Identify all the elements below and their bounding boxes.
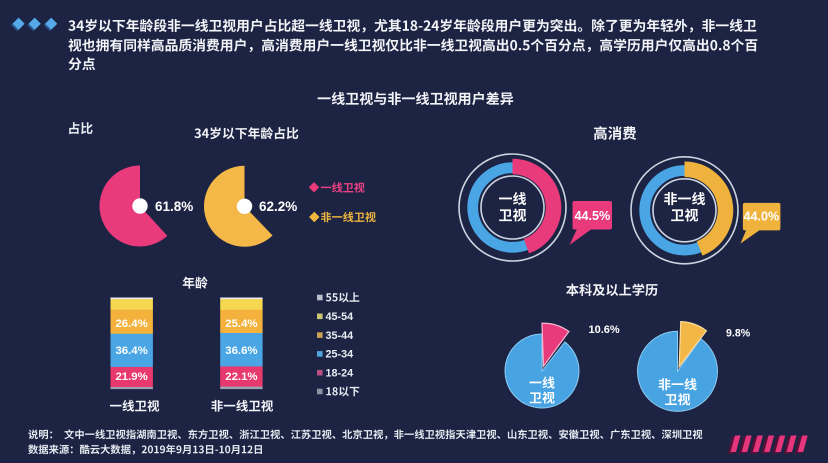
svg-text:18-24: 18-24: [326, 368, 354, 380]
svg-text:22.1%: 22.1%: [225, 371, 257, 383]
svg-text:44.5%: 44.5%: [574, 209, 610, 223]
svg-text:36.4%: 36.4%: [115, 345, 147, 357]
svg-text:25.4%: 25.4%: [225, 318, 257, 330]
svg-text:62.2%: 62.2%: [259, 199, 297, 214]
svg-text:10.6%: 10.6%: [589, 324, 620, 336]
svg-text:21.9%: 21.9%: [115, 371, 147, 383]
svg-text:45-54: 45-54: [326, 311, 354, 323]
svg-text:36.6%: 36.6%: [225, 345, 257, 357]
svg-text:61.8%: 61.8%: [155, 199, 193, 214]
svg-text:9.8%: 9.8%: [726, 328, 751, 340]
svg-text:35-44: 35-44: [326, 330, 354, 342]
svg-text:25-34: 25-34: [326, 349, 354, 361]
svg-text:44.0%: 44.0%: [744, 209, 780, 223]
svg-text:26.4%: 26.4%: [115, 318, 147, 330]
